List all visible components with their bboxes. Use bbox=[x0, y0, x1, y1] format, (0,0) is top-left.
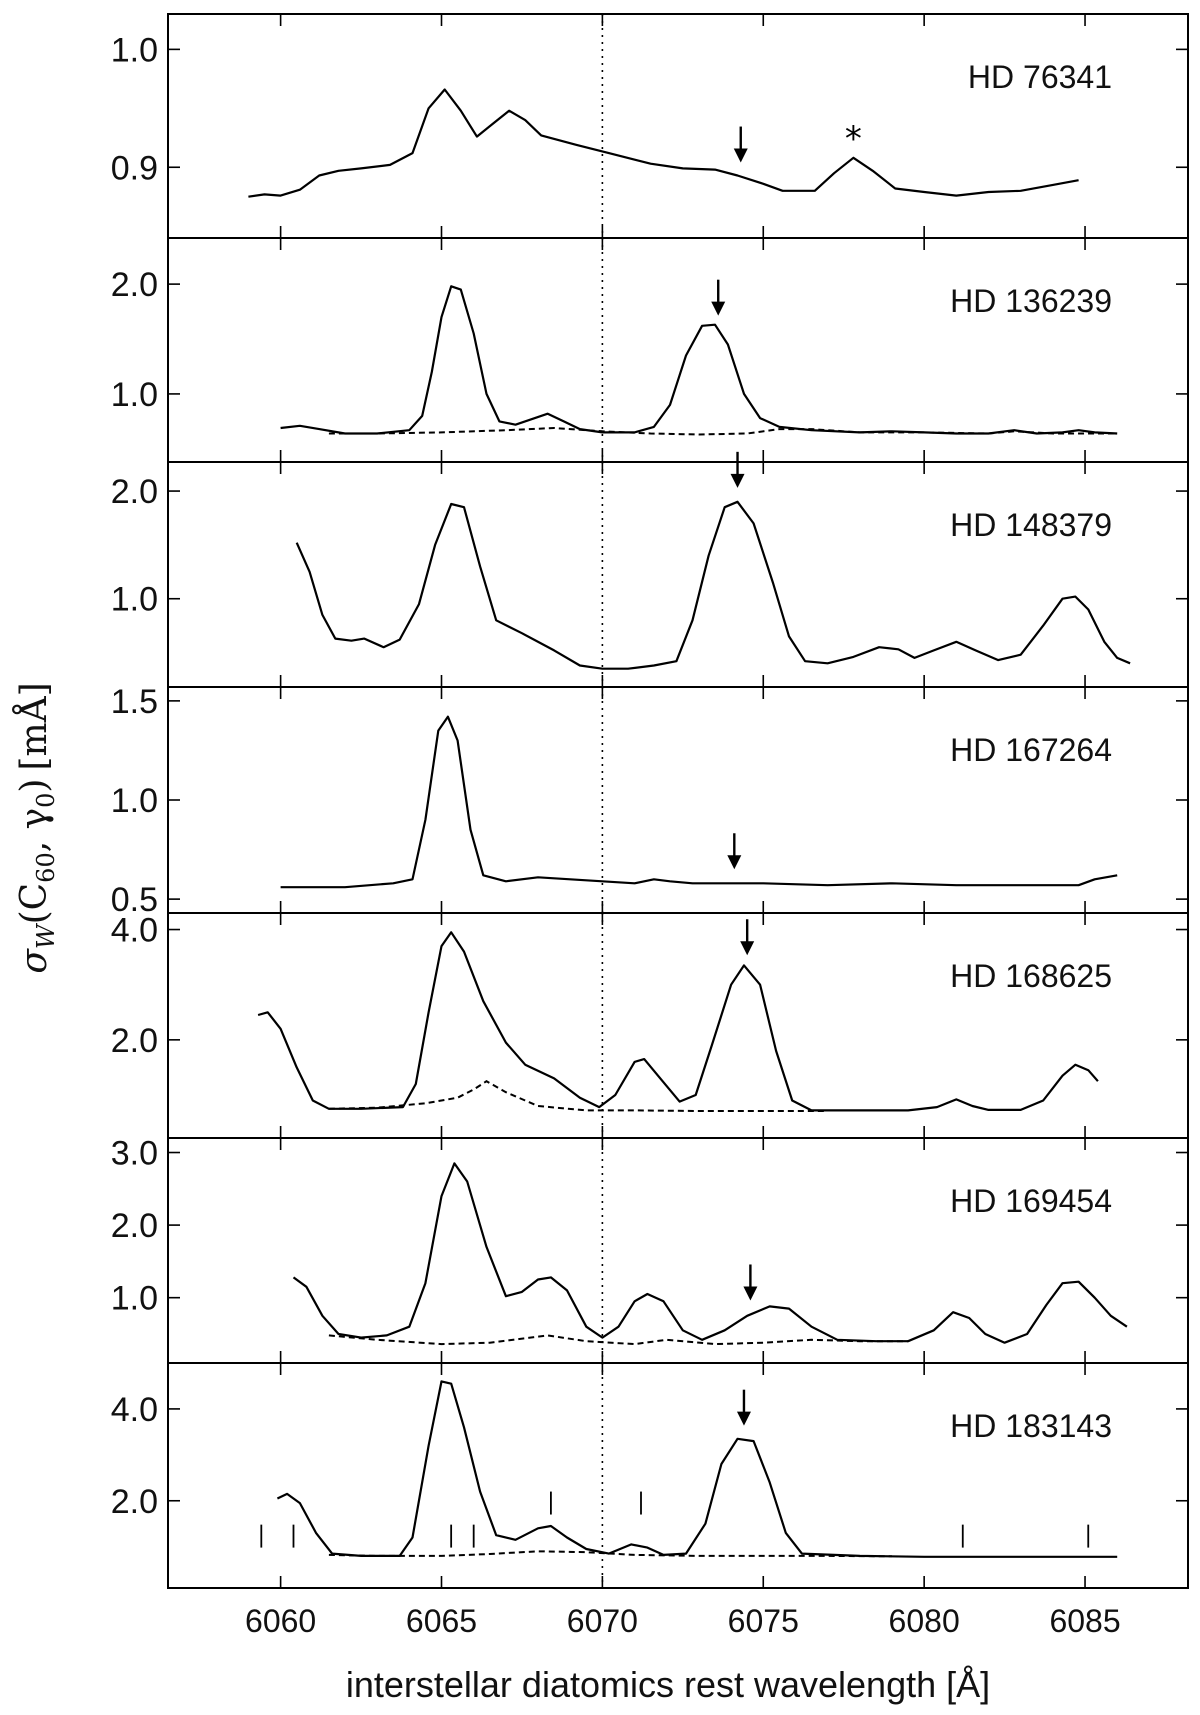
y-axis-unit: [mÅ] bbox=[13, 682, 55, 770]
y-tick-label: 1.5 bbox=[111, 683, 158, 721]
series-dashed bbox=[328, 1550, 893, 1558]
panel-label: HD 167264 bbox=[950, 732, 1112, 768]
y-tick-label: 3.0 bbox=[111, 1135, 158, 1173]
y-tick-label: 2.0 bbox=[111, 1207, 158, 1245]
y-axis-arg-subscript-1: 60 bbox=[32, 852, 60, 883]
arrow-head bbox=[711, 301, 726, 316]
panel-label: HD 148379 bbox=[950, 507, 1112, 543]
y-axis-arg-middle: , γ bbox=[14, 808, 55, 852]
arrow-head bbox=[730, 473, 745, 488]
panel-label: HD 76341 bbox=[968, 59, 1112, 95]
x-tick-label: 6065 bbox=[406, 1603, 477, 1639]
y-tick-label: 2.0 bbox=[111, 266, 158, 304]
panel-2: 1.0 2.0 HD 148379 bbox=[111, 451, 1189, 688]
x-tick-label: 6080 bbox=[889, 1603, 960, 1639]
marker-arrow bbox=[730, 451, 745, 488]
panel-3: 0.5 1.0 1.5 HD 167264 bbox=[111, 683, 1189, 919]
series-solid bbox=[248, 88, 1079, 198]
y-tick-label: 1.0 bbox=[111, 1280, 158, 1318]
y-axis-arg-close: ) bbox=[14, 779, 55, 793]
panel-frame bbox=[167, 13, 1189, 239]
arrow-head bbox=[740, 941, 755, 956]
panel-label: HD 169454 bbox=[950, 1183, 1112, 1219]
marker-arrow bbox=[736, 1389, 751, 1426]
series-dashed bbox=[328, 426, 1118, 436]
marker-arrow bbox=[727, 833, 742, 870]
series-solid bbox=[280, 715, 1118, 889]
x-tick-label: 6085 bbox=[1049, 1603, 1120, 1639]
x-tick-label: 6060 bbox=[245, 1603, 316, 1639]
panel-0: 0.9 1.0 * HD 76341 bbox=[111, 13, 1189, 239]
panel-label: HD 183143 bbox=[950, 1408, 1112, 1444]
panel-1: 1.0 2.0 HD 136239 bbox=[111, 237, 1189, 463]
panel-5: 1.0 2.0 3.0 HD 169454 bbox=[111, 1135, 1189, 1364]
series-solid bbox=[295, 500, 1131, 670]
series-dashed bbox=[328, 1080, 828, 1112]
panel-label: HD 168625 bbox=[950, 958, 1112, 994]
y-tick-label: 0.9 bbox=[111, 149, 158, 187]
arrow-head bbox=[743, 1286, 758, 1301]
y-axis-symbol-subscript: W bbox=[32, 922, 60, 949]
panel-frame bbox=[167, 1362, 1189, 1589]
panel-frame bbox=[167, 1137, 1189, 1364]
y-tick-label: 1.0 bbox=[111, 31, 158, 69]
series-solid bbox=[280, 285, 1118, 435]
y-axis-symbol: σ bbox=[14, 948, 55, 974]
x-tick-label: 6075 bbox=[728, 1603, 799, 1639]
panels-layer: 0.9 1.0 * HD 76341 1.0 2.0 HD 136239 1.0 2.0 HD 1… bbox=[111, 13, 1189, 1639]
series-solid bbox=[257, 931, 1099, 1112]
star-marker: * bbox=[845, 119, 862, 159]
x-axis-title: interstellar diatomics rest wavelength [… bbox=[346, 1664, 990, 1705]
marker-arrow bbox=[740, 919, 755, 956]
panel-label: HD 136239 bbox=[950, 283, 1112, 319]
y-tick-label: 2.0 bbox=[111, 473, 158, 511]
y-tick-label: 2.0 bbox=[111, 1483, 158, 1521]
y-tick-label: 4.0 bbox=[111, 1391, 158, 1429]
y-tick-label: 1.0 bbox=[111, 782, 158, 820]
panel-frame bbox=[167, 686, 1189, 914]
marker-arrow bbox=[711, 279, 726, 316]
marker-arrow bbox=[733, 126, 748, 163]
marker-arrow bbox=[743, 1264, 758, 1301]
series-solid bbox=[292, 1162, 1128, 1344]
arrow-head bbox=[736, 1411, 751, 1426]
y-tick-label: 2.0 bbox=[111, 1022, 158, 1060]
panel-frame bbox=[167, 461, 1189, 688]
arrow-head bbox=[727, 855, 742, 870]
y-axis-arg-open: (C bbox=[14, 883, 55, 925]
series-dashed bbox=[328, 1334, 909, 1346]
y-tick-label: 0.5 bbox=[111, 881, 158, 919]
y-tick-label: 1.0 bbox=[111, 581, 158, 619]
y-tick-label: 4.0 bbox=[111, 912, 158, 950]
panel-4: 2.0 4.0 HD 168625 bbox=[111, 912, 1189, 1139]
y-axis-title: σW(C60, γ0) [mÅ] bbox=[13, 682, 60, 973]
arrow-head bbox=[733, 148, 748, 163]
series-solid bbox=[276, 1380, 1118, 1558]
panel-6: 2.0 4.0 HD 183143 bbox=[111, 1362, 1189, 1589]
x-tick-label: 6070 bbox=[567, 1603, 638, 1639]
y-axis-arg-subscript-2: 0 bbox=[32, 793, 60, 808]
y-tick-label: 1.0 bbox=[111, 376, 158, 414]
